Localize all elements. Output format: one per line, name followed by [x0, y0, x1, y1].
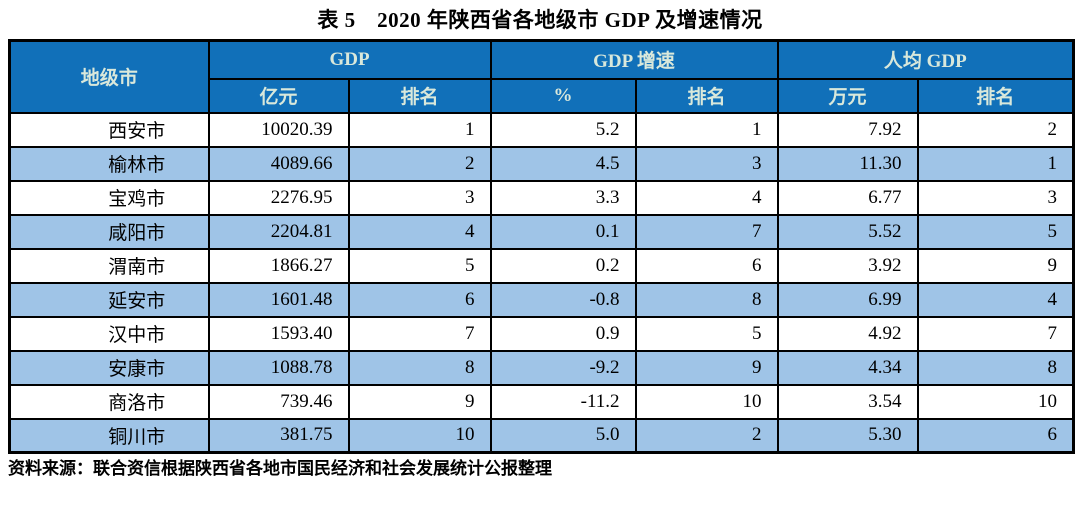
cell-growth_rank: 3 — [634, 145, 779, 182]
cell-growth_rank: 9 — [634, 349, 779, 386]
cell-pc_gdp: 7.92 — [776, 111, 919, 148]
header-growth-unit: % — [489, 77, 637, 114]
cell-gdp: 1593.40 — [207, 315, 350, 352]
cell-growth: 3.3 — [489, 179, 637, 216]
cell-gdp_rank: 2 — [347, 145, 492, 182]
cell-pc_rank: 1 — [916, 145, 1075, 182]
table-row: 西安市 10020.39 1 5.2 1 7.92 2 — [8, 111, 1075, 148]
cell-gdp_rank: 9 — [347, 383, 492, 420]
cell-growth_rank: 1 — [634, 111, 779, 148]
cell-city: 汉中市 — [8, 315, 210, 352]
cell-pc_gdp: 3.92 — [776, 247, 919, 284]
cell-gdp_rank: 5 — [347, 247, 492, 284]
cell-pc_rank: 4 — [916, 281, 1075, 318]
header-group-gdp: GDP — [207, 39, 492, 80]
cell-city: 铜川市 — [8, 417, 210, 454]
cell-growth_rank: 7 — [634, 213, 779, 250]
cell-growth_rank: 6 — [634, 247, 779, 284]
cell-growth: 5.0 — [489, 417, 637, 454]
cell-gdp_rank: 7 — [347, 315, 492, 352]
cell-growth: 5.2 — [489, 111, 637, 148]
cell-growth: 0.2 — [489, 247, 637, 284]
cell-gdp: 1866.27 — [207, 247, 350, 284]
cell-pc_rank: 8 — [916, 349, 1075, 386]
table-title: 表 5 2020 年陕西省各地级市 GDP 及增速情况 — [317, 8, 763, 32]
cell-gdp_rank: 1 — [347, 111, 492, 148]
cell-gdp: 4089.66 — [207, 145, 350, 182]
cell-city: 延安市 — [8, 281, 210, 318]
cell-pc_gdp: 5.30 — [776, 417, 919, 454]
gdp-table: 地级市 GDP GDP 增速 人均 GDP 亿元 排名 % 排名 万元 排名 西… — [8, 39, 1076, 454]
cell-gdp: 1601.48 — [207, 281, 350, 318]
cell-pc_gdp: 3.54 — [776, 383, 919, 420]
cell-growth: -11.2 — [489, 383, 637, 420]
cell-pc_gdp: 6.77 — [776, 179, 919, 216]
cell-pc_gdp: 5.52 — [776, 213, 919, 250]
cell-growth: 0.1 — [489, 213, 637, 250]
header-pc-rank: 排名 — [916, 77, 1075, 114]
table-row: 咸阳市 2204.81 4 0.1 7 5.52 5 — [8, 213, 1075, 250]
cell-gdp: 381.75 — [207, 417, 350, 454]
cell-gdp: 10020.39 — [207, 111, 350, 148]
table-row: 商洛市 739.46 9 -11.2 10 3.54 10 — [8, 383, 1075, 420]
cell-gdp_rank: 3 — [347, 179, 492, 216]
header-group-gdp-per-capita: 人均 GDP — [776, 39, 1075, 80]
cell-growth: -0.8 — [489, 281, 637, 318]
cell-city: 安康市 — [8, 349, 210, 386]
cell-gdp_rank: 8 — [347, 349, 492, 386]
header-unit-row: 亿元 排名 % 排名 万元 排名 — [10, 77, 1075, 114]
cell-gdp_rank: 4 — [347, 213, 492, 250]
table-header: 地级市 GDP GDP 增速 人均 GDP 亿元 排名 % 排名 万元 排名 — [8, 39, 1075, 114]
cell-growth_rank: 5 — [634, 315, 779, 352]
cell-pc_gdp: 11.30 — [776, 145, 919, 182]
table-row: 渭南市 1866.27 5 0.2 6 3.92 9 — [8, 247, 1075, 284]
cell-growth_rank: 8 — [634, 281, 779, 318]
cell-gdp: 739.46 — [207, 383, 350, 420]
cell-city: 榆林市 — [8, 145, 210, 182]
cell-gdp: 2204.81 — [207, 213, 350, 250]
cell-growth_rank: 4 — [634, 179, 779, 216]
header-group-row: 地级市 GDP GDP 增速 人均 GDP — [8, 39, 1075, 114]
cell-growth_rank: 10 — [634, 383, 779, 420]
header-growth-rank: 排名 — [634, 77, 779, 114]
cell-pc_rank: 9 — [916, 247, 1075, 284]
cell-pc_rank: 6 — [916, 417, 1075, 454]
header-gdp-unit: 亿元 — [207, 77, 350, 114]
cell-pc_rank: 10 — [916, 383, 1075, 420]
table-row: 榆林市 4089.66 2 4.5 3 11.30 1 — [8, 145, 1075, 182]
cell-pc_rank: 2 — [916, 111, 1075, 148]
cell-gdp: 2276.95 — [207, 179, 350, 216]
cell-gdp_rank: 10 — [347, 417, 492, 454]
cell-growth_rank: 2 — [634, 417, 779, 454]
table-row: 延安市 1601.48 6 -0.8 8 6.99 4 — [8, 281, 1075, 318]
table-row: 宝鸡市 2276.95 3 3.3 4 6.77 3 — [8, 179, 1075, 216]
cell-pc_gdp: 6.99 — [776, 281, 919, 318]
table-body: 西安市 10020.39 1 5.2 1 7.92 2 榆林市 4089.66 2 4.5 3 11.3… — [8, 111, 1075, 454]
source-note: 资料来源：联合资信根据陕西省各地市国民经济和社会发展统计公报整理 — [8, 459, 552, 478]
cell-pc_rank: 5 — [916, 213, 1075, 250]
cell-pc_gdp: 4.34 — [776, 349, 919, 386]
cell-city: 宝鸡市 — [8, 179, 210, 216]
cell-city: 渭南市 — [8, 247, 210, 284]
cell-pc_rank: 7 — [916, 315, 1075, 352]
cell-gdp_rank: 6 — [347, 281, 492, 318]
table-row: 铜川市 381.75 10 5.0 2 5.30 6 — [8, 417, 1075, 454]
cell-growth: -9.2 — [489, 349, 637, 386]
cell-city: 西安市 — [8, 111, 210, 148]
cell-pc_rank: 3 — [916, 179, 1075, 216]
header-gdp-rank: 排名 — [347, 77, 492, 114]
cell-gdp: 1088.78 — [207, 349, 350, 386]
cell-pc_gdp: 4.92 — [776, 315, 919, 352]
header-city: 地级市 — [8, 39, 210, 114]
table-row: 安康市 1088.78 8 -9.2 9 4.34 8 — [8, 349, 1075, 386]
header-group-gdp-growth: GDP 增速 — [489, 39, 779, 80]
cell-growth: 4.5 — [489, 145, 637, 182]
header-pc-unit: 万元 — [776, 77, 919, 114]
table-row: 汉中市 1593.40 7 0.9 5 4.92 7 — [8, 315, 1075, 352]
cell-growth: 0.9 — [489, 315, 637, 352]
cell-city: 咸阳市 — [8, 213, 210, 250]
cell-city: 商洛市 — [8, 383, 210, 420]
